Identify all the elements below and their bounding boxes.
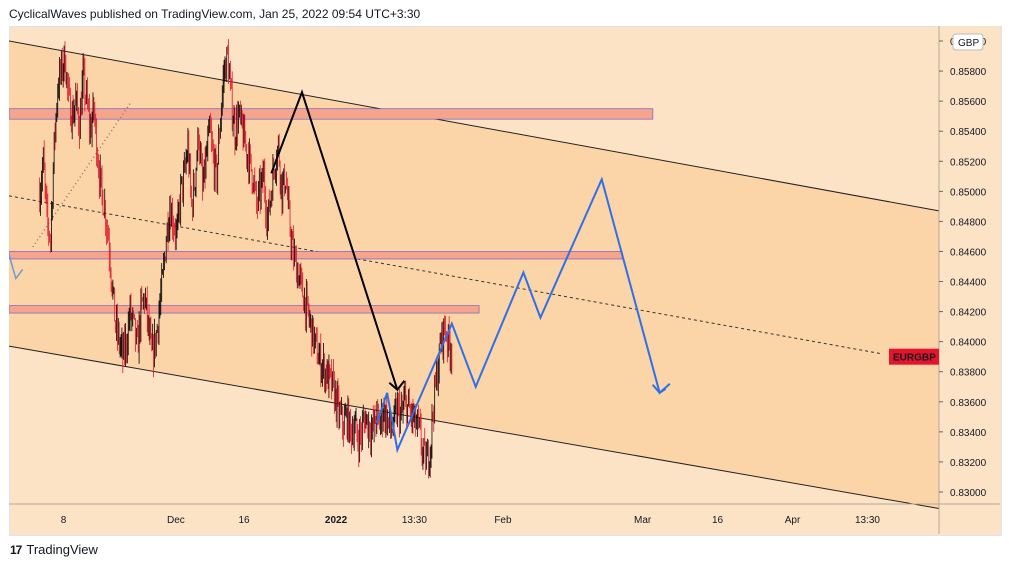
y-tick-label: 0.85600 [950, 97, 987, 108]
x-tick-label: Feb [494, 515, 512, 526]
candles-layer [39, 39, 453, 479]
blue-projection-path [375, 176, 671, 454]
zone-1 [9, 108, 654, 120]
publisher-header: CyclicalWaves published on TradingView.c… [9, 7, 421, 21]
y-tick-label: 0.85800 [950, 67, 987, 78]
lines-layer [32, 100, 133, 248]
x-tick-label: Apr [785, 515, 801, 526]
x-tick-label: 16 [238, 515, 250, 526]
blue-projection-head [651, 384, 667, 395]
tradingview-logo-icon: 17 [10, 542, 22, 557]
y-tick-label: 0.83400 [950, 428, 987, 439]
left-blue-mark [9, 254, 24, 281]
y-tick-label: 0.85000 [950, 187, 987, 198]
channel-layer [9, 40, 940, 510]
x-tick-label: Dec [167, 515, 185, 526]
y-tick-label: 0.84200 [950, 308, 987, 319]
channel-fill [9, 41, 939, 509]
footer: 17 TradingView [10, 542, 98, 557]
dotted-trend-line [32, 100, 133, 248]
currency-badge [952, 33, 984, 51]
overlay-layer [9, 89, 671, 454]
zone-2 [9, 251, 623, 260]
x-tick-label: 16 [712, 515, 724, 526]
symbol-label: EURGBP [893, 353, 936, 364]
channel-lower-line [9, 345, 940, 510]
x-tick-label: 13:30 [855, 515, 880, 526]
y-tick-label: 0.84000 [950, 338, 987, 349]
y-tick-label: 0.83200 [950, 458, 987, 469]
y-tick-label: 0.85400 [950, 127, 987, 138]
y-tick-label: 0.84400 [950, 278, 987, 289]
x-tick-label: 8 [61, 515, 67, 526]
y-tick-label: 0.84800 [950, 217, 987, 228]
x-tick-label: 2022 [325, 515, 348, 526]
black-arrow-path [270, 89, 399, 391]
y-tick-label: 0.83800 [950, 368, 987, 379]
channel-mid-line [9, 195, 882, 355]
price-axis-bg [939, 26, 1000, 534]
black-arrow-head [388, 380, 406, 392]
price-chart[interactable]: 0.83000 0.83200 0.83400 0.83600 0.83800 0.840… [9, 26, 1000, 534]
axis-layer: 0.83000 0.83200 0.83400 0.83600 0.83800 0.840… [9, 26, 1000, 534]
y-tick-label: 0.83000 [950, 488, 987, 499]
currency-label: GBP [958, 38, 979, 49]
x-tick-label: 13:30 [402, 515, 427, 526]
x-tick-label: Mar [634, 515, 652, 526]
zones-layer [9, 108, 654, 314]
y-tick-label: 0.83600 [950, 398, 987, 409]
footer-brand: TradingView [26, 542, 98, 557]
channel-upper-line [9, 40, 940, 212]
symbol-badge [889, 348, 939, 365]
zone-3 [9, 305, 480, 314]
y-tick-label: 0.84600 [950, 247, 987, 258]
y-tick-label: 0.85200 [950, 157, 987, 168]
